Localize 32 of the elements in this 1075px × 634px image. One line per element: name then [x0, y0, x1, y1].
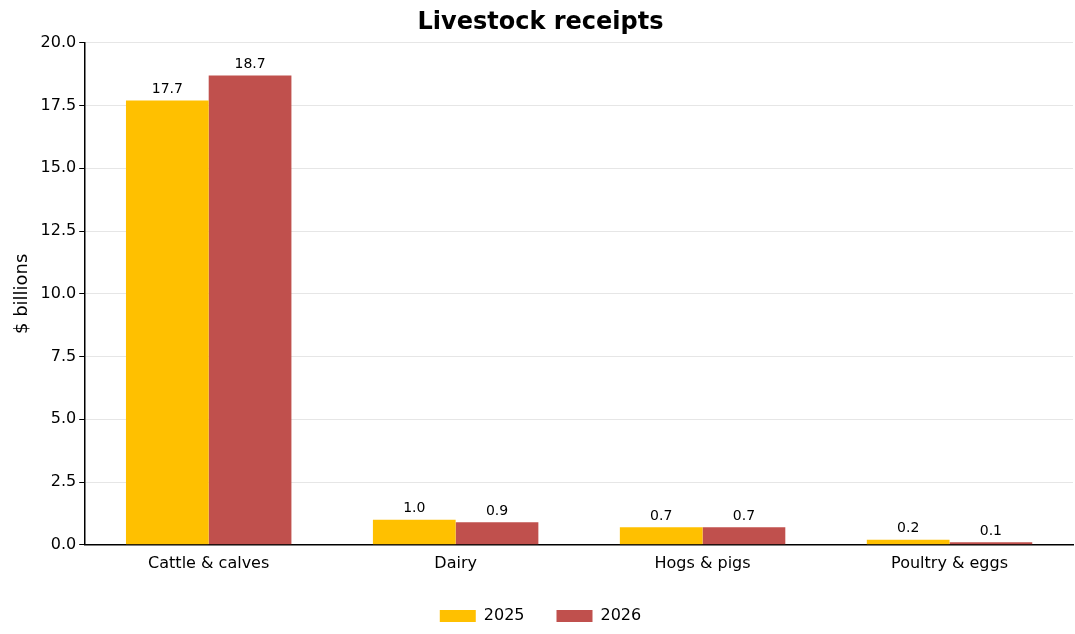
- x-tick-label: Hogs & pigs: [654, 552, 751, 572]
- data-label: 18.7: [234, 55, 266, 72]
- y-tick-label: 20.0: [40, 31, 77, 51]
- data-label: 0.1: [979, 521, 1003, 538]
- data-label: 0.7: [732, 506, 756, 523]
- y-tick-label: 2.5: [50, 471, 77, 491]
- y-tick-label: 17.5: [40, 94, 77, 114]
- bar: [208, 75, 292, 545]
- data-label: 0.7: [650, 506, 673, 523]
- legend-label: 2025: [483, 605, 525, 625]
- y-tick-label: 7.5: [50, 345, 77, 365]
- data-label: 0.9: [485, 501, 509, 518]
- bar: [619, 527, 703, 545]
- y-tick-label: 10.0: [40, 282, 77, 302]
- x-tick-label: Poultry & eggs: [891, 552, 1008, 572]
- chart-title: Livestock receipts: [417, 6, 664, 35]
- y-tick-label: 15.0: [40, 157, 77, 177]
- bar: [949, 542, 1033, 545]
- data-label: 0.2: [897, 519, 920, 536]
- bar: [455, 522, 539, 545]
- y-tick-label: 5.0: [50, 408, 77, 428]
- y-axis-title: $ billions: [10, 253, 32, 334]
- bar: [125, 100, 209, 545]
- y-tick-label: 0.0: [50, 533, 77, 553]
- y-tick-label: 12.5: [40, 220, 77, 240]
- data-label: 17.7: [151, 80, 183, 97]
- legend-label: 2026: [600, 605, 642, 625]
- bar: [702, 527, 786, 545]
- x-tick-label: Dairy: [434, 552, 477, 572]
- bar: [372, 519, 456, 545]
- x-tick-label: Cattle & calves: [148, 552, 270, 572]
- data-label: 1.0: [403, 499, 426, 516]
